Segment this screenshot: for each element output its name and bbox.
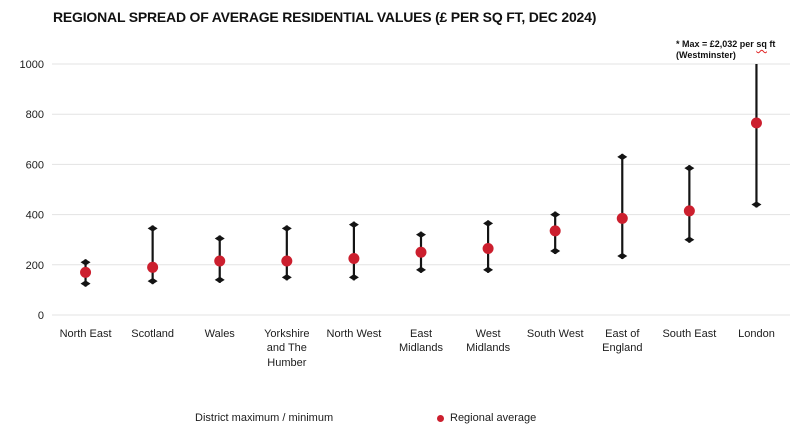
x-axis-label: East of England <box>602 328 643 355</box>
x-axis-label: North East <box>59 328 112 340</box>
x-axis-label: East Midlands <box>399 328 444 355</box>
y-axis-tick-label: 600 <box>26 159 44 171</box>
max-value-annotation: * Max = £2,032 per sq ft (Westminster) <box>676 39 775 62</box>
x-axis-label: South West <box>526 328 584 340</box>
range-cap <box>617 252 628 260</box>
legend-range-label: District maximum / minimum <box>195 412 334 424</box>
average-dot <box>549 225 561 237</box>
x-axis-label: Scotland <box>131 328 175 340</box>
range-cap <box>281 274 292 281</box>
range-cap <box>281 225 292 232</box>
range-cap <box>348 274 359 281</box>
y-axis-tick-label: 200 <box>26 260 44 272</box>
range-cap <box>214 235 225 242</box>
y-axis-tick-label: 800 <box>26 109 44 121</box>
x-axis-labels: North East Scotland Wales Yorkshire and The… <box>52 327 790 370</box>
range-cap <box>147 277 158 285</box>
range-cap <box>684 164 695 172</box>
y-axis-tick-label: 1000 <box>20 59 44 71</box>
range-cap <box>416 231 426 238</box>
range-cap <box>214 276 225 284</box>
average-dot <box>214 255 226 267</box>
average-dot <box>415 246 427 258</box>
red-dot-icon <box>437 414 444 422</box>
x-axis-label: South East <box>662 328 717 340</box>
x-axis-label: Yorkshire and The Humber <box>264 328 310 369</box>
x-axis-label: West Midlands <box>466 328 511 355</box>
chart-title: REGIONAL SPREAD OF AVERAGE RESIDENTIAL V… <box>53 9 597 25</box>
x-axis-label: North West <box>326 328 382 340</box>
range-cap <box>80 259 91 266</box>
range-cap <box>348 221 359 228</box>
spellcheck-underline: sq <box>756 39 767 49</box>
max-value-annotation-line1: * Max = £2,032 per sq ft <box>676 39 776 49</box>
range-cap <box>550 247 561 255</box>
average-dot <box>147 261 159 273</box>
legend-item-average: Regional average <box>437 412 536 424</box>
range-cap <box>550 211 561 218</box>
average-dot <box>616 212 628 224</box>
range-cap <box>80 280 91 287</box>
average-dot <box>348 253 360 265</box>
average-dot <box>482 242 494 254</box>
average-dot <box>80 266 92 278</box>
range-cap <box>483 220 494 227</box>
legend: District maximum / minimum Regional aver… <box>0 409 800 429</box>
legend-average-label: Regional average <box>450 412 537 424</box>
average-dot <box>281 255 293 267</box>
range-cap <box>416 266 426 274</box>
range-cap <box>751 201 762 208</box>
range-cap <box>147 225 158 232</box>
y-axis-tick-label: 0 <box>38 310 44 322</box>
y-axis-tick-label: 400 <box>26 210 44 222</box>
x-axis-label: London <box>738 328 775 340</box>
range-cap <box>617 153 628 161</box>
range-cap <box>684 236 695 243</box>
legend-item-range: District maximum / minimum <box>195 412 333 424</box>
max-value-annotation-line2: (Westminster) <box>676 50 736 61</box>
x-axis-label: Wales <box>204 328 235 340</box>
range-cap <box>483 266 494 274</box>
average-dot <box>750 117 762 129</box>
average-dot <box>683 205 695 217</box>
